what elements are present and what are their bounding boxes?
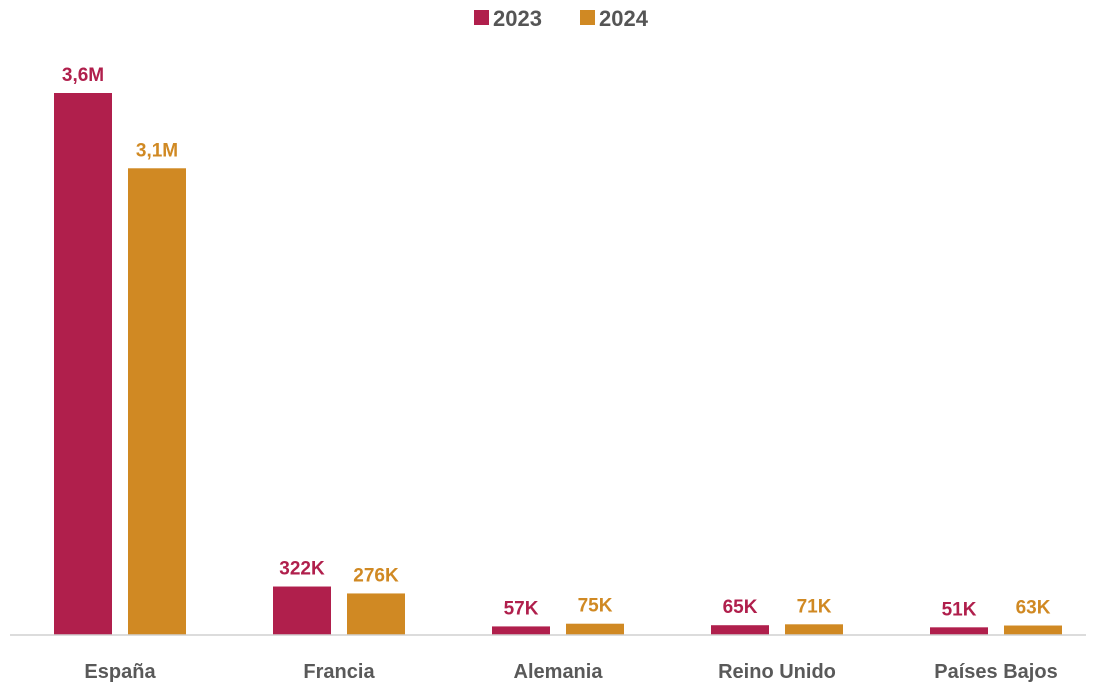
bar-2024-4 [1004,625,1062,635]
data-label-2023-4: 51K [942,599,977,620]
category-label-4: Países Bajos [934,661,1057,683]
legend-label-2023: 2023 [493,6,542,31]
legend-label-2024: 2024 [599,6,649,31]
category-labels-group: España Francia Alemania Reino Unido Países B… [84,661,1057,683]
bar-2023-4 [930,627,988,635]
data-label-2023-2: 57K [504,598,539,619]
bar-2023-1 [273,586,331,635]
category-label-1: Francia [303,661,375,683]
bar-2023-3 [711,625,769,635]
data-label-2024-3: 71K [797,596,832,617]
bar-2023-2 [492,626,550,635]
legend-swatch-2023 [474,10,489,25]
legend: 2023 2024 [474,6,649,31]
data-label-2023-0: 3,6M [62,65,104,86]
legend-swatch-2024 [580,10,595,25]
bar-2023-0 [54,93,112,635]
data-label-2024-1: 276K [353,565,399,586]
data-label-2023-3: 65K [723,597,758,618]
bar-2024-3 [785,624,843,635]
category-label-2: Alemania [514,661,604,683]
data-label-2024-0: 3,1M [136,140,178,161]
data-label-2024-4: 63K [1016,598,1051,619]
data-labels-group: 3,6M 3,1M 322K 276K 57K 75K 65K 71K 51K 63K [62,65,1051,620]
bar-2024-0 [128,168,186,635]
bars-group [54,93,1062,635]
bar-2024-1 [347,593,405,635]
category-label-0: España [84,661,156,683]
data-label-2023-1: 322K [279,559,325,580]
category-label-3: Reino Unido [718,661,836,683]
data-label-2024-2: 75K [578,596,613,617]
bar-2024-2 [566,623,624,635]
